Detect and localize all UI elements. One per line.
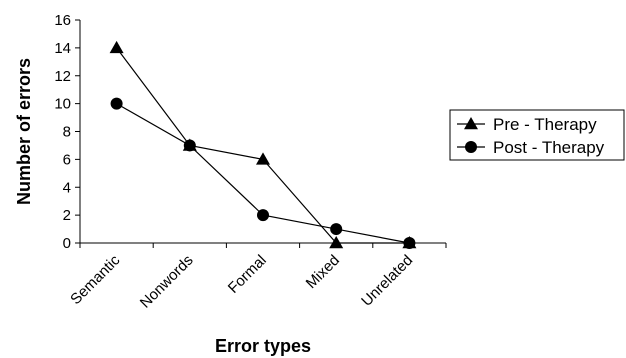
data-point: [403, 237, 416, 249]
data-point: [110, 97, 123, 110]
y-tick-label: 0: [63, 235, 71, 252]
y-ticks: 0 2 4 6 8 10 12 14 16: [54, 12, 80, 252]
x-ticks: Semantic Nonwords Formal Mixed Unrelated: [67, 243, 447, 312]
series-line: [116, 103, 410, 244]
y-tick-label: 8: [63, 124, 71, 141]
data-point: [256, 152, 270, 165]
x-tick-label: Formal: [225, 252, 270, 297]
data-point: [183, 139, 196, 152]
legend-label: Pre - Therapy: [493, 115, 597, 134]
series-group: [109, 40, 417, 249]
y-tick-label: 6: [63, 151, 71, 168]
legend-marker: [464, 117, 478, 130]
legend-item: Pre - Therapy: [457, 115, 597, 134]
legend-item: Post - Therapy: [457, 138, 605, 157]
y-tick-label: 10: [54, 96, 71, 113]
y-tick-label: 12: [54, 68, 71, 85]
data-point: [109, 40, 124, 54]
x-tick-label: Semantic: [67, 251, 124, 308]
legend: Pre - Therapy Post - Therapy: [449, 109, 625, 161]
legend-marker: [465, 141, 477, 153]
x-tick-label: Mixed: [303, 252, 343, 292]
series-2: [110, 97, 416, 249]
y-tick-label: 2: [63, 207, 71, 224]
x-axis-title: Error types: [215, 336, 311, 356]
y-tick-label: 16: [54, 12, 71, 29]
x-tick-label: Unrelated: [358, 252, 416, 310]
legend-box: [449, 109, 625, 161]
data-point: [329, 236, 344, 249]
data-point: [257, 209, 269, 222]
y-tick-label: 4: [63, 179, 71, 196]
x-tick-label: Nonwords: [137, 252, 197, 312]
legend-label: Post - Therapy: [493, 138, 605, 157]
y-axis-title: Number of errors: [14, 58, 34, 205]
data-point: [330, 223, 343, 236]
y-tick-label: 14: [54, 40, 71, 57]
